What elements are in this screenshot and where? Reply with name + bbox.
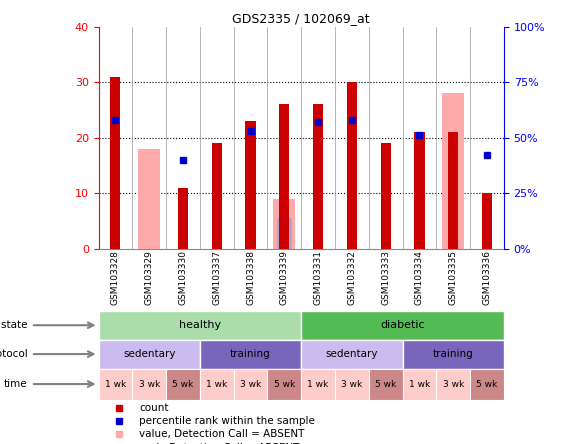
Text: sedentary: sedentary xyxy=(325,349,378,359)
Text: 5 wk: 5 wk xyxy=(274,380,295,388)
Bar xyxy=(166,27,200,249)
Bar xyxy=(212,143,222,249)
Bar xyxy=(369,369,403,400)
Bar xyxy=(166,369,200,400)
Bar xyxy=(381,143,391,249)
Bar xyxy=(482,193,492,249)
Bar xyxy=(99,340,200,369)
Text: time: time xyxy=(4,379,28,389)
Bar xyxy=(200,340,301,369)
Title: GDS2335 / 102069_at: GDS2335 / 102069_at xyxy=(233,12,370,25)
Text: 3 wk: 3 wk xyxy=(341,380,363,388)
Text: healthy: healthy xyxy=(179,320,221,330)
Bar xyxy=(132,27,166,249)
Text: sedentary: sedentary xyxy=(123,349,176,359)
Text: rank, Detection Call = ABSENT: rank, Detection Call = ABSENT xyxy=(139,443,300,444)
Bar xyxy=(99,311,301,340)
Bar xyxy=(313,104,323,249)
Text: 3 wk: 3 wk xyxy=(443,380,464,388)
Bar xyxy=(403,369,436,400)
Bar xyxy=(273,199,296,249)
Text: 3 wk: 3 wk xyxy=(138,380,160,388)
Bar xyxy=(403,27,436,249)
Bar xyxy=(234,27,267,249)
Bar xyxy=(436,369,470,400)
Text: 1 wk: 1 wk xyxy=(206,380,227,388)
Text: diabetic: diabetic xyxy=(380,320,425,330)
Text: disease state: disease state xyxy=(0,320,28,330)
Bar xyxy=(403,340,504,369)
Bar xyxy=(178,188,188,249)
Bar xyxy=(470,27,504,249)
Bar xyxy=(347,82,357,249)
Text: 1 wk: 1 wk xyxy=(409,380,430,388)
Text: protocol: protocol xyxy=(0,349,28,359)
Bar xyxy=(470,369,504,400)
Bar xyxy=(301,27,335,249)
Bar xyxy=(99,27,132,249)
Text: 1 wk: 1 wk xyxy=(105,380,126,388)
Bar xyxy=(442,93,464,249)
Bar xyxy=(245,121,256,249)
Bar xyxy=(267,27,301,249)
Bar xyxy=(369,27,403,249)
Bar xyxy=(200,369,234,400)
Bar xyxy=(436,27,470,249)
Bar xyxy=(277,218,292,249)
Text: percentile rank within the sample: percentile rank within the sample xyxy=(139,416,315,426)
Text: 5 wk: 5 wk xyxy=(476,380,498,388)
Bar xyxy=(448,132,458,249)
Bar xyxy=(335,27,369,249)
Bar xyxy=(132,369,166,400)
Text: 1 wk: 1 wk xyxy=(307,380,329,388)
Bar xyxy=(234,369,267,400)
Bar xyxy=(301,369,335,400)
Text: 5 wk: 5 wk xyxy=(375,380,396,388)
Bar xyxy=(279,104,289,249)
Bar xyxy=(99,369,132,400)
Bar xyxy=(200,27,234,249)
Text: count: count xyxy=(139,403,168,412)
Bar xyxy=(138,149,160,249)
Bar xyxy=(301,340,403,369)
Text: 3 wk: 3 wk xyxy=(240,380,261,388)
Text: value, Detection Call = ABSENT: value, Detection Call = ABSENT xyxy=(139,429,305,439)
Bar xyxy=(267,369,301,400)
Bar xyxy=(301,311,504,340)
Bar xyxy=(110,77,120,249)
Bar xyxy=(414,132,425,249)
Text: training: training xyxy=(433,349,473,359)
Text: 5 wk: 5 wk xyxy=(172,380,194,388)
Bar xyxy=(335,369,369,400)
Text: training: training xyxy=(230,349,271,359)
